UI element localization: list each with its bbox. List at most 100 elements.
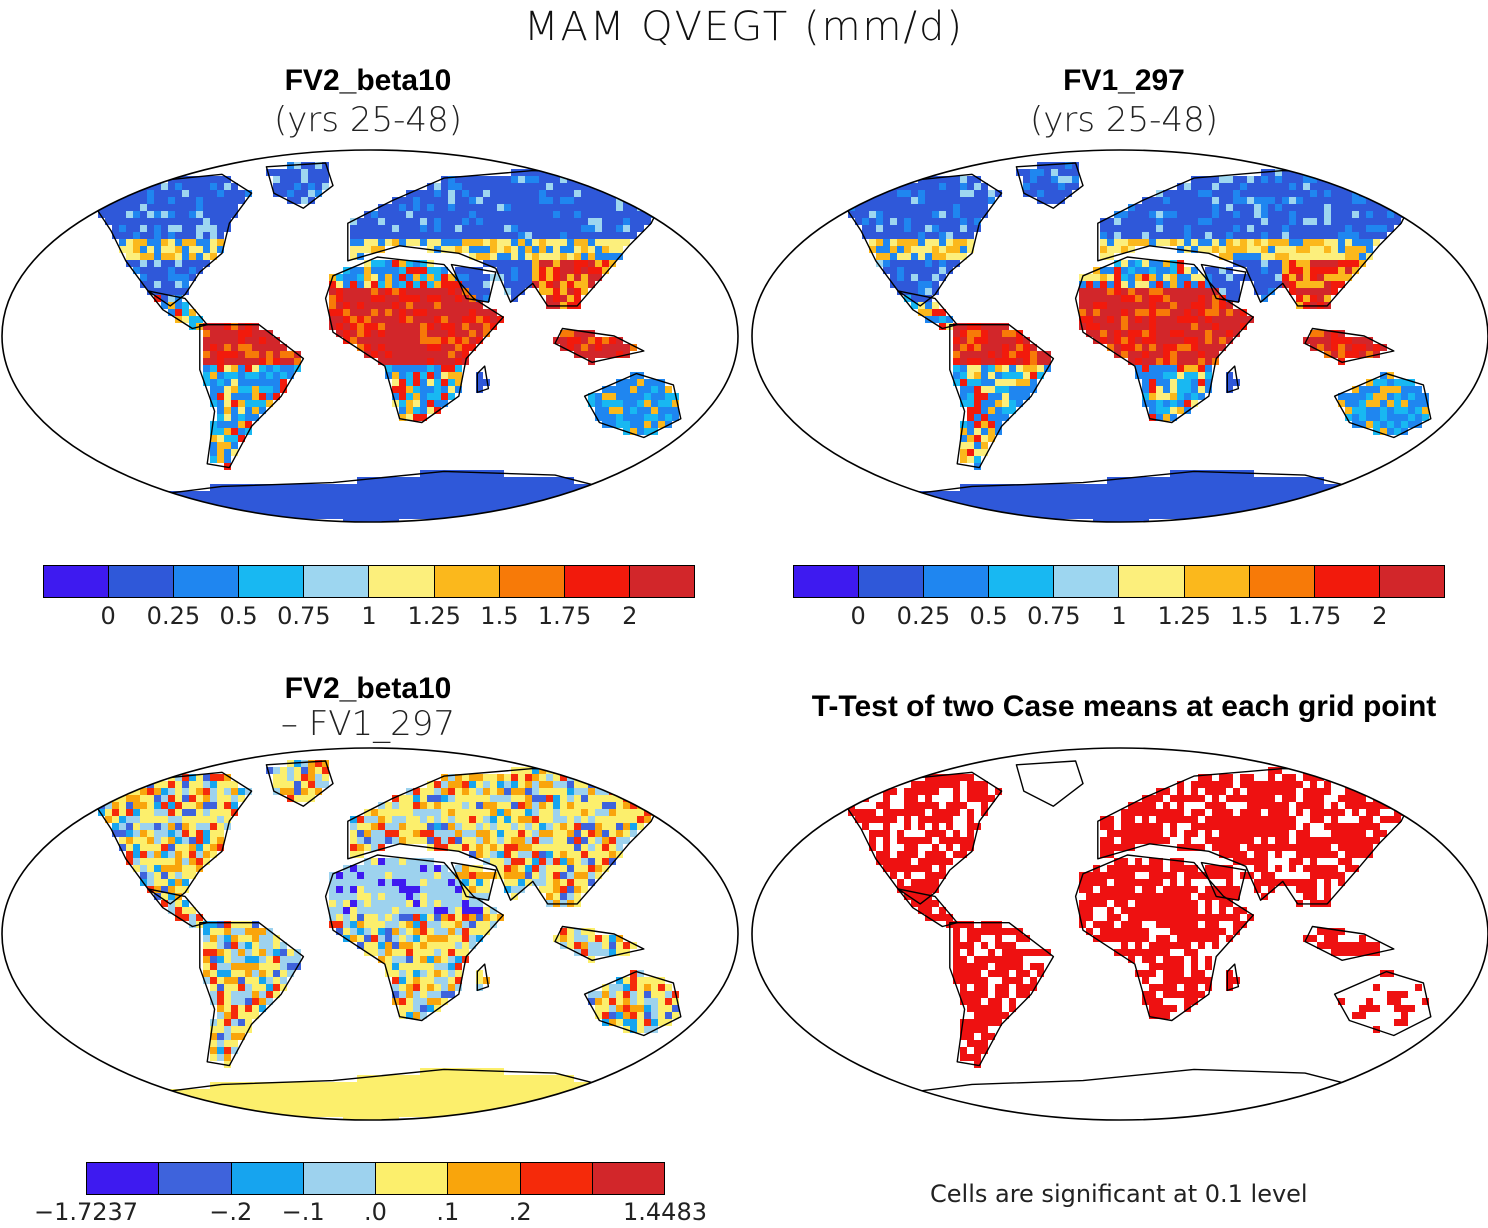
map-grid-cells: [98, 162, 679, 522]
coastline-africa: [1074, 854, 1254, 1022]
colorbar-tick-label: 0.75: [1027, 602, 1081, 630]
map-bottom-right: [751, 747, 1488, 1121]
panel-subtitle-top-left: (yrs 25-48): [274, 100, 462, 140]
colorbar-swatch: [231, 1163, 304, 1194]
coastline-northAmerica: [95, 173, 253, 307]
colorbar-ticks-top-right: 0 0.25 0.5 0.75 1 1.25 1.5 1.75 2: [793, 602, 1445, 632]
colorbar-swatch: [794, 566, 860, 597]
coastline-greenland: [265, 760, 334, 807]
map-cell-group: [105, 760, 672, 1061]
colorbar-tick-label: −.2: [209, 1198, 253, 1226]
colorbar-top-left: [43, 565, 695, 598]
colorbar-swatch: [304, 566, 370, 597]
colorbar-tick-label: 2: [622, 602, 638, 630]
colorbar-swatch: [564, 566, 630, 597]
map-bottom-left: [1, 747, 739, 1121]
colorbar-swatch: [924, 566, 990, 597]
coastline-southAmerica: [199, 921, 305, 1067]
map-border: [1, 747, 739, 1121]
map-border: [1, 149, 739, 523]
coastline-greenland: [265, 162, 334, 209]
map-cell-group: [105, 760, 665, 1061]
panel-title-bottom-left: FV2_beta10: [284, 672, 452, 705]
colorbar-swatch: [1249, 566, 1315, 597]
coastline-australia: [583, 372, 682, 439]
map-cell-group: [203, 260, 630, 365]
coastline-arabia: [450, 263, 497, 303]
coastline-australia: [583, 970, 682, 1037]
coastline-eurasia: [1097, 169, 1417, 307]
colorbar-swatch: [629, 566, 694, 597]
colorbar-tick-label: 0.75: [277, 602, 331, 630]
coastline-arabia: [1200, 263, 1247, 303]
colorbar-tick-label: −1.7237: [33, 1198, 139, 1226]
colorbar-swatch: [303, 1163, 376, 1194]
colorbar-tick-label: .1: [436, 1198, 460, 1226]
coastline-africa: [324, 256, 504, 424]
coastline-australia: [1333, 970, 1432, 1037]
colorbar-swatch: [239, 566, 305, 597]
coastline-greenland: [1015, 760, 1084, 807]
coastline-madagascar: [476, 963, 490, 992]
colorbar-tick-label: 1.25: [407, 602, 461, 630]
map-cell-group: [848, 162, 1415, 522]
colorbar-swatch: [1184, 566, 1250, 597]
colorbar-tick-label: 1.5: [1230, 602, 1269, 630]
coastline-madagascar: [1226, 963, 1240, 992]
colorbar-swatch: [109, 566, 175, 597]
panel-title-bottom-right: T-Test of two Case means at each grid po…: [811, 690, 1437, 723]
coastlines: [845, 162, 1432, 522]
map-grid-cells: [848, 767, 1429, 1068]
colorbar-ticks-bottom-left: −1.7237 −.2 −.1 .0 .1 .2 1.4483: [34, 1198, 707, 1228]
panel-subtitle-bottom-left: – FV1_297: [280, 704, 456, 744]
colorbar-tick-label: 0.5: [969, 602, 1008, 630]
colorbar-swatch: [1314, 566, 1380, 597]
coastline-eurasia: [347, 767, 667, 905]
colorbar-tick-label: 0.5: [219, 602, 258, 630]
colorbar-swatch: [989, 566, 1055, 597]
colorbar-tick-label: 0: [850, 602, 866, 630]
colorbar-swatch: [592, 1163, 664, 1194]
coastline-southAmerica: [949, 323, 1055, 469]
colorbar-tick-label: 1.4483: [623, 1198, 707, 1226]
coastline-africa: [1074, 256, 1254, 424]
colorbar-tick-label: 0: [100, 602, 116, 630]
coastline-africa: [324, 854, 504, 1022]
colorbar-swatch: [159, 1163, 232, 1194]
colorbar-swatch: [434, 566, 500, 597]
colorbar-top-right: [793, 565, 1445, 598]
colorbar-tick-label: 1.25: [1157, 602, 1211, 630]
colorbar-tick-label: 1: [1111, 602, 1127, 630]
coastline-eurasia: [1097, 767, 1417, 905]
colorbar-swatch: [499, 566, 565, 597]
map-border: [751, 747, 1488, 1121]
colorbar-tick-label: 2: [1372, 602, 1388, 630]
colorbar-swatch: [520, 1163, 593, 1194]
coastline-arabia: [450, 861, 497, 901]
coastline-madagascar: [476, 365, 490, 394]
coastline-indonesia: [1304, 327, 1395, 364]
colorbar-tick-label: 1.75: [537, 602, 592, 630]
coastline-northAmerica: [845, 173, 1003, 307]
colorbar-tick-label: 1.5: [480, 602, 519, 630]
coastline-eurasia: [347, 169, 667, 307]
map-border: [751, 149, 1488, 523]
colorbar-bottom-left: [86, 1162, 665, 1195]
colorbar-tick-label: .2: [508, 1198, 532, 1226]
colorbar-tick-label: 1: [361, 602, 377, 630]
map-cell-group: [869, 169, 1415, 295]
coastlines: [95, 760, 682, 1120]
colorbar-swatch: [87, 1163, 160, 1194]
map-cell-group: [98, 162, 665, 522]
colorbar-swatch: [369, 566, 435, 597]
colorbar-swatch: [448, 1163, 521, 1194]
colorbar-swatch: [1379, 566, 1444, 597]
coastline-southAmerica: [949, 921, 1055, 1067]
colorbar-swatch: [44, 566, 110, 597]
map-cell-group: [848, 767, 1429, 1068]
colorbar-swatch: [376, 1163, 449, 1194]
colorbar-tick-label: 0.25: [146, 602, 201, 630]
map-cell-group: [869, 239, 1380, 463]
panel-title-top-right: FV1_297: [1063, 64, 1185, 97]
colorbar-tick-label: −.1: [281, 1198, 325, 1226]
